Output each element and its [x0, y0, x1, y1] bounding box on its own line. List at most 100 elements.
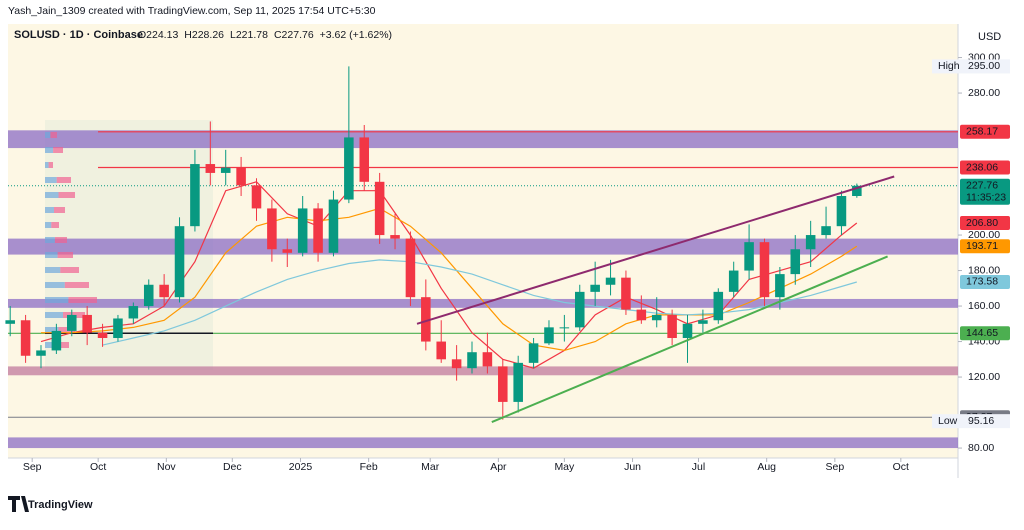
candle-body	[328, 199, 339, 253]
y-tick-label: 200.00	[968, 229, 1000, 241]
volume-profile-bar	[45, 222, 52, 228]
volume-profile-bar	[45, 342, 56, 348]
price-label: 193.71	[966, 240, 998, 252]
ohlc-value: +3.62 (+1.62%)	[320, 29, 392, 41]
volume-profile-bar	[50, 132, 57, 138]
candle-body	[20, 320, 31, 356]
candle-body	[621, 277, 631, 310]
volume-profile-bar	[57, 252, 73, 258]
candle-body	[852, 185, 862, 197]
candle-body	[805, 235, 816, 250]
ohlc-value: O224.13	[138, 29, 178, 41]
countdown: 11:35:23	[966, 192, 1006, 204]
volume-profile-bar	[58, 192, 75, 198]
extreme-box	[932, 414, 1010, 429]
price-label-box	[960, 274, 1010, 289]
price-label: 144.65	[966, 327, 998, 339]
zone	[8, 238, 958, 255]
currency: USD	[978, 31, 1001, 43]
candle-body	[344, 137, 354, 200]
volume-profile-bar	[58, 327, 75, 333]
price-label-box	[960, 326, 1010, 341]
candle-body	[790, 249, 801, 275]
volume-profile-bar	[45, 312, 63, 318]
price-label: 173.58	[966, 276, 998, 288]
moving-average	[102, 259, 857, 346]
volume-profile-bar	[56, 177, 71, 183]
candle-body	[759, 242, 770, 298]
byline: Yash_Jain_1309 created with TradingView.…	[8, 5, 376, 17]
x-tick-label: Sep	[23, 461, 42, 473]
candle-body	[682, 323, 693, 339]
candle-body	[159, 284, 169, 298]
y-tick-label: 120.00	[968, 371, 1000, 383]
zone	[8, 366, 958, 376]
y-tick-label: 160.00	[968, 300, 1000, 312]
volume-profile-bar	[45, 267, 61, 273]
x-tick-label: Nov	[157, 461, 176, 473]
candle-body	[651, 314, 662, 321]
price-label-box	[960, 178, 1010, 205]
ohlc-value: C227.76	[274, 29, 314, 41]
price-label: 258.17	[966, 126, 998, 138]
price-label: 206.80	[966, 217, 998, 229]
x-tick-label: Dec	[223, 461, 242, 473]
candle-body	[51, 330, 62, 351]
volume-profile-bar	[45, 252, 58, 258]
candle-body	[667, 314, 677, 339]
candle-body	[82, 314, 92, 333]
x-tick-label: Jun	[624, 461, 641, 473]
candle-body	[143, 284, 154, 307]
candle-body	[436, 341, 446, 360]
candle-body	[528, 343, 539, 363]
candle-body	[559, 327, 570, 329]
volume-profile-bar	[45, 237, 55, 243]
price-label: 238.06	[966, 161, 998, 173]
x-tick-label: Sep	[826, 461, 845, 473]
candle-body	[498, 366, 508, 402]
x-tick-label: Mar	[421, 461, 440, 473]
price-label-box	[960, 160, 1010, 175]
y-tick-label: 180.00	[968, 264, 1000, 276]
volume-profile-bar	[53, 147, 63, 153]
candle-body	[590, 284, 600, 292]
candle-body	[836, 196, 847, 227]
price-label-box	[960, 124, 1010, 139]
volume-profile-bar	[45, 327, 59, 333]
price-label: 227.76	[966, 180, 998, 192]
extreme-box	[932, 59, 1010, 74]
volume-profile-bar	[45, 297, 69, 303]
candle-body	[744, 242, 754, 271]
volume-profile-bar	[60, 267, 79, 273]
candle-body	[313, 208, 323, 253]
volume-profile-bar	[64, 282, 89, 288]
candle-body	[698, 320, 708, 324]
price-label-box	[960, 215, 1010, 230]
volume-profile-bar	[48, 162, 53, 168]
volume-profile-bar	[68, 297, 97, 303]
candle-body	[5, 320, 15, 324]
chart-layer: O224.13 H228.26 L221.78 C227.76 +3.62 (+1.62…	[5, 29, 1010, 473]
volume-profile-bar	[45, 207, 54, 213]
volume-profile-bar	[54, 237, 67, 243]
brand: TradingView	[28, 499, 93, 511]
candle-body	[97, 332, 108, 339]
candle-body	[482, 352, 493, 367]
x-tick-label: Feb	[360, 461, 378, 473]
x-tick-label: 2025	[289, 461, 313, 473]
volume-profile-bar	[45, 132, 51, 138]
extreme-name: Low	[938, 415, 958, 427]
zone	[8, 130, 958, 149]
candle-body	[421, 297, 431, 342]
candle-body	[359, 137, 370, 182]
x-tick-label: May	[554, 461, 575, 473]
candle-body	[297, 208, 308, 253]
candle-body	[574, 291, 585, 328]
candle-body	[405, 238, 416, 298]
candle-body	[128, 306, 139, 319]
y-tick-label: 80.00	[968, 442, 994, 454]
zone	[8, 437, 958, 449]
volume-profile-bar	[45, 162, 49, 168]
candle-body	[605, 277, 616, 285]
